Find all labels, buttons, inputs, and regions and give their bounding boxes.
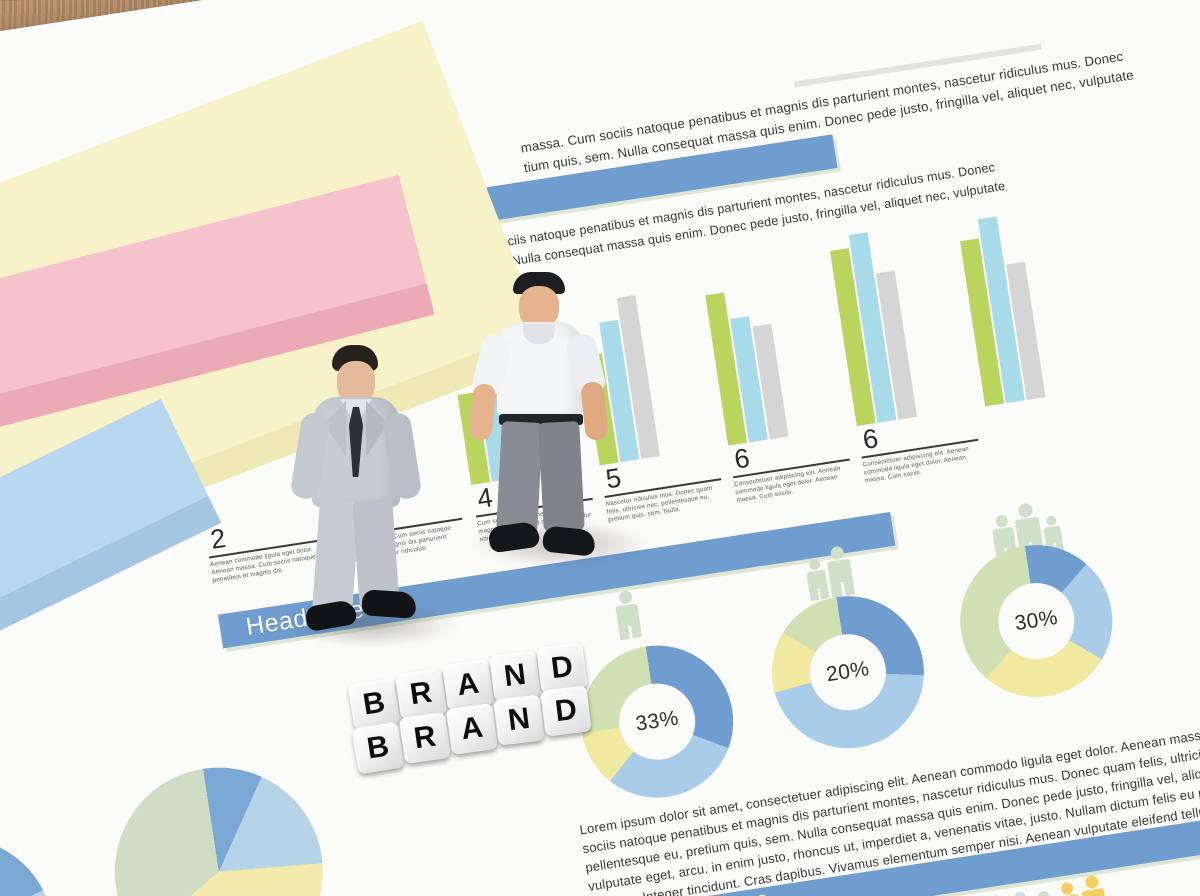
- intro-paragraph: massa. Cum sociis natoque penatibus et m…: [519, 48, 1125, 156]
- donut-3-center-label: 30%: [1013, 605, 1060, 636]
- people-icons-donut-1: [613, 589, 643, 641]
- bead-letter-R-2[interactable]: R: [399, 712, 451, 764]
- figurine-man-white-shirt[interactable]: [455, 272, 630, 572]
- bead-letter-N-2[interactable]: N: [493, 694, 545, 746]
- person-icon: [805, 558, 830, 601]
- person-icon: [1080, 874, 1109, 896]
- brand-letter-beads[interactable]: B R A N D B R A N D: [345, 642, 635, 775]
- person-icon: [1055, 881, 1084, 896]
- figurine-left-leg: [496, 421, 543, 535]
- figurine-belt: [499, 414, 583, 425]
- person-icon: [613, 589, 643, 641]
- pie-chart-c: [0, 824, 67, 896]
- pie-chart-d: [100, 753, 338, 896]
- bar-group-4: [700, 248, 790, 446]
- figurine-left-shoe: [487, 520, 541, 554]
- bead-letter-N[interactable]: N: [489, 650, 541, 702]
- bar-group-6: [957, 209, 1047, 407]
- bead-letter-A-2[interactable]: A: [446, 703, 498, 755]
- donut-2-center-label: 20%: [824, 657, 871, 687]
- figurine-left-forearm: [468, 382, 497, 442]
- donut-3-hole: 30%: [993, 577, 1080, 665]
- figurine-right-shoe: [361, 589, 417, 619]
- figurine-tie: [349, 407, 363, 477]
- person-icon: [825, 545, 856, 598]
- bar-group-5: [828, 229, 918, 427]
- donut-chart-2: 20%: [761, 585, 935, 759]
- figurine-businessman-suit[interactable]: [282, 345, 432, 650]
- people-icons-donut-2: [803, 545, 856, 601]
- person-icon: [1009, 890, 1036, 896]
- person-icon: [1033, 890, 1058, 896]
- bead-letter-D-2[interactable]: D: [540, 685, 592, 737]
- figurine-collar: [523, 324, 555, 344]
- donut-2-hole: 20%: [804, 628, 892, 716]
- figurine-right-leg: [538, 421, 585, 533]
- donut-1-center-label: 33%: [633, 706, 681, 736]
- figurine-right-shoe: [541, 525, 597, 557]
- donut-chart-3: 30%: [949, 534, 1123, 708]
- figurine-right-forearm: [580, 380, 609, 442]
- bead-letter-B-2[interactable]: B: [351, 721, 405, 775]
